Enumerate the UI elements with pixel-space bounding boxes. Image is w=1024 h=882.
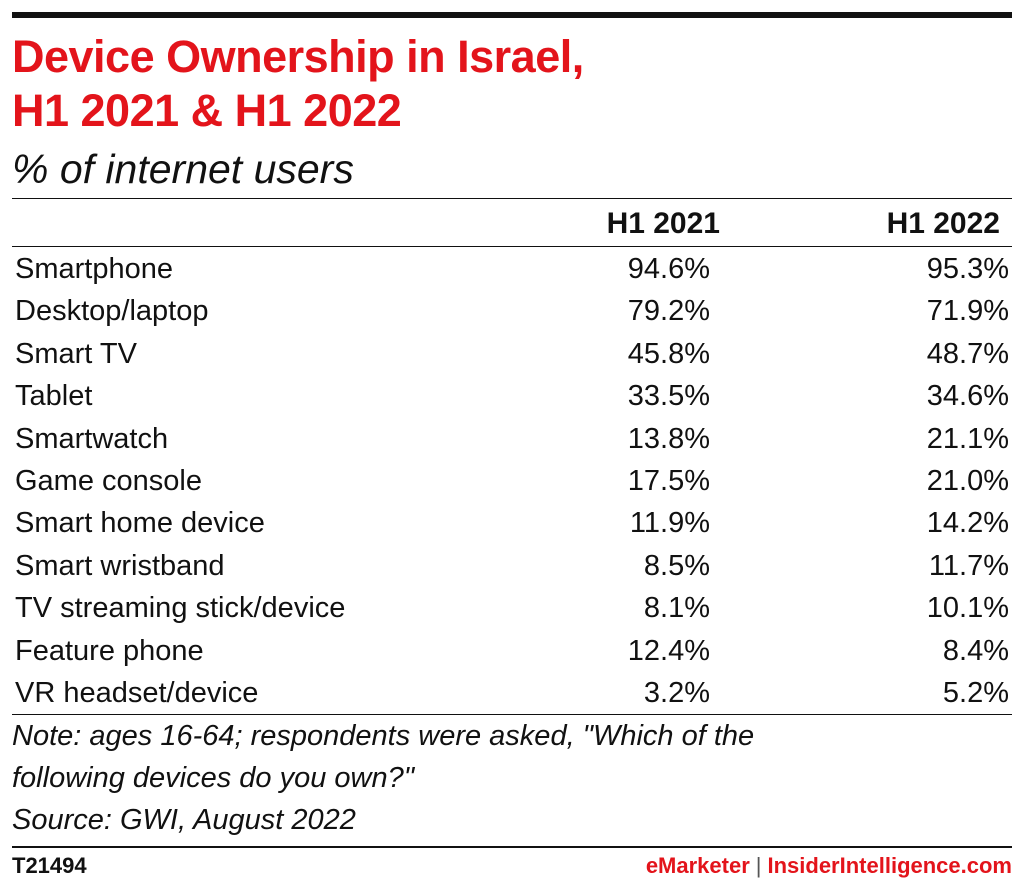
value-h1-2022: 21.0% [926,464,1009,497]
value-h1-2022: 34.6% [926,380,1009,413]
brand-insider-intelligence: InsiderIntelligence.com [767,853,1012,878]
table-row: Feature phone 12.4% 8.4% [12,630,1012,672]
value-h1-2021: 13.8% [627,422,710,455]
top-rule [12,12,1012,18]
table-row: Smartwatch 13.8% 21.1% [12,418,1012,460]
brand-separator: | [755,853,762,878]
row-label: Feature phone [15,634,204,667]
value-h1-2021: 17.5% [627,464,710,497]
value-h1-2021: 12.4% [627,634,710,667]
value-h1-2022: 95.3% [926,253,1009,285]
row-label: TV streaming stick/device [15,592,346,625]
row-label: Desktop/laptop [15,295,209,328]
footer-brand: eMarketer | InsiderIntelligence.com [646,852,1012,880]
value-h1-2021: 3.2% [643,676,710,709]
table-row: VR headset/device 3.2% 5.2% [12,672,1012,714]
column-header-h1-2021: H1 2021 [606,207,720,240]
row-label: VR headset/device [15,676,259,709]
table-body: Smartphone 94.6% 95.3% Desktop/laptop 79.2% 7… [12,248,1012,714]
table-row: Smart home device 11.9% 14.2% [12,502,1012,544]
row-label: Smart wristband [15,549,225,582]
table-row: Smart wristband 8.5% 11.7% [12,545,1012,587]
value-h1-2022: 21.1% [926,422,1009,455]
table-row: Smartphone 94.6% 95.3% [12,248,1012,290]
row-label: Tablet [15,380,93,413]
source-line: Source: GWI, August 2022 [12,804,356,836]
row-label: Smart home device [15,507,265,540]
row-label: Game console [15,464,202,497]
chart-id: T21494 [12,853,87,878]
table-row: Smart TV 45.8% 48.7% [12,333,1012,375]
note-line-2: following devices do you own?" [12,762,415,794]
header-bottom-rule [12,246,1012,247]
chart-title: Device Ownership in Israel, H1 2021 & H1… [12,30,1012,138]
value-h1-2022: 14.2% [926,507,1009,540]
chart-title-line-2: H1 2021 & H1 2022 [12,85,402,136]
table-top-rule [12,198,1012,199]
value-h1-2022: 10.1% [926,592,1009,625]
column-header-h1-2022: H1 2022 [886,207,1000,240]
value-h1-2021: 8.5% [643,549,710,582]
table-row: Game console 17.5% 21.0% [12,460,1012,502]
value-h1-2021: 33.5% [627,380,710,413]
row-label: Smart TV [15,337,137,370]
table-row: Tablet 33.5% 34.6% [12,375,1012,417]
value-h1-2022: 5.2% [942,676,1009,709]
brand-emarketer: eMarketer [645,853,750,878]
note-block: Note: ages 16-64; respondents were asked… [12,715,1002,841]
value-h1-2022: 11.7% [928,549,1009,582]
table-bottom-rule [12,714,1012,715]
value-h1-2021: 45.8% [627,337,710,370]
footer-rule [12,846,1012,848]
value-h1-2021: 8.1% [643,592,710,625]
chart-title-line-1: Device Ownership in Israel, [12,31,584,82]
value-h1-2021: 79.2% [627,295,710,328]
value-h1-2021: 94.6% [627,253,710,285]
value-h1-2022: 48.7% [926,337,1009,370]
value-h1-2021: 11.9% [629,507,710,540]
chart-subtitle: % of internet users [12,146,354,192]
table-header-row: H1 2021 H1 2022 [12,200,1012,246]
note-line-1: Note: ages 16-64; respondents were asked… [12,720,755,752]
table-row: TV streaming stick/device 8.1% 10.1% [12,587,1012,629]
value-h1-2022: 8.4% [942,634,1009,667]
row-label: Smartwatch [15,422,169,455]
table-row: Desktop/laptop 79.2% 71.9% [12,290,1012,332]
row-label: Smartphone [15,253,173,285]
value-h1-2022: 71.9% [926,295,1009,328]
